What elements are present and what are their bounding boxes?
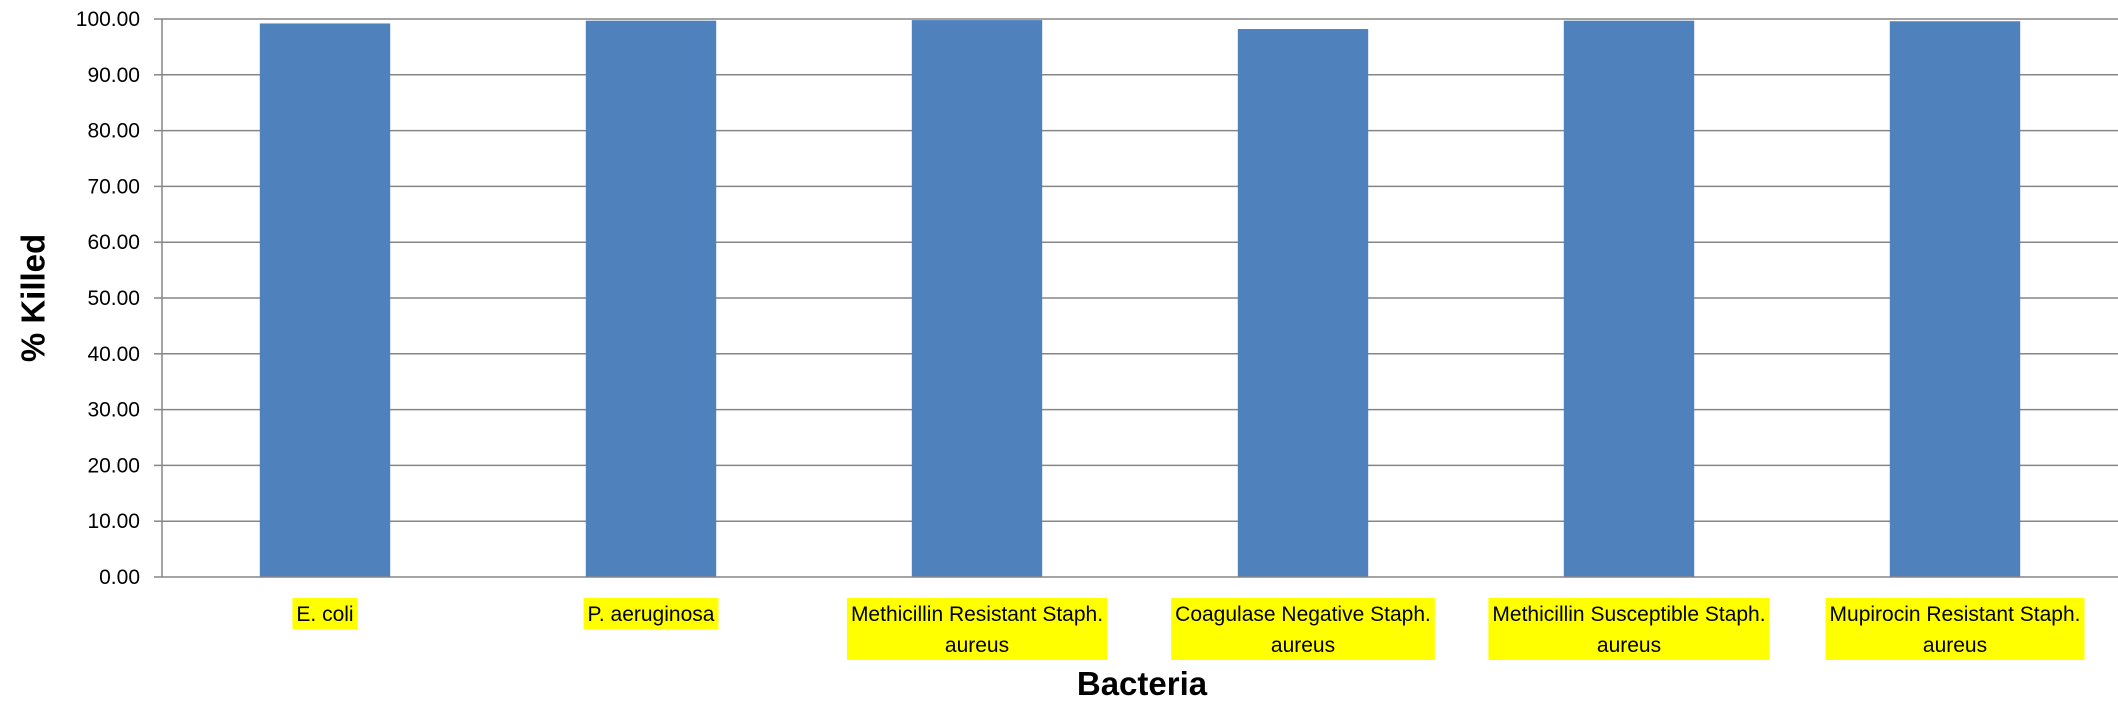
y-axis-title: % Killed [15,234,52,362]
category-label: P. aeruginosa [583,598,719,629]
y-tick-label: 60.00 [87,231,140,254]
label-highlight [846,598,1108,660]
y-tick-label: 30.00 [87,399,140,422]
category-label: Methicillin Susceptible Staph. aureus [1488,598,1770,660]
category-label-line: Methicillin Susceptible Staph. [1492,603,1765,626]
category-label-line: P. aeruginosa [588,603,715,626]
y-tick-label: 20.00 [87,454,140,477]
category-label: Mupirocin Resistant Staph. aureus [1825,598,2085,660]
label-highlight [1171,598,1435,660]
y-tick-label: 40.00 [87,343,140,366]
bar [259,23,391,578]
bar [1889,21,2021,578]
bar [1237,29,1369,577]
bar [911,20,1043,577]
category-label: Coagulase Negative Staph. aureus [1171,598,1435,660]
y-tick-label: 80.00 [87,120,140,143]
y-tick-label: 70.00 [87,175,140,198]
category-label-line: aureus [1271,634,1335,657]
category-label-line: Coagulase Negative Staph. [1175,603,1431,626]
label-highlight [1488,598,1770,660]
category-label-line: Mupirocin Resistant Staph. [1830,603,2081,626]
axes [154,18,2118,578]
gridlines [162,18,2118,522]
y-tick-label: 100.00 [76,8,140,31]
y-tick-label: 90.00 [87,64,140,87]
x-axis-title: Bacteria [1077,665,1208,702]
category-label-line: aureus [1597,634,1661,657]
y-tick-label: 50.00 [87,287,140,310]
category-label: Methicillin Resistant Staph. aureus [846,598,1108,660]
y-tick-label: 0.00 [99,566,140,589]
bar [1563,20,1695,577]
category-label-line: Methicillin Resistant Staph. [851,603,1103,626]
category-label-line: E. coli [296,603,353,626]
bar [585,20,717,577]
category-labels: E. coli P. aeruginosa Methicillin Resistan… [292,598,2085,660]
y-tick-labels: 0.00 10.00 20.00 30.00 40.00 50.00 60.00 70.00 8… [76,8,140,589]
category-label: E. coli [292,598,358,629]
label-highlight [1825,598,2085,660]
label-highlight [292,598,358,629]
category-label-line: aureus [945,634,1009,657]
category-label-line: aureus [1923,634,1987,657]
label-highlight [583,598,719,629]
y-tick-label: 10.00 [87,510,140,533]
bars [259,20,2021,578]
